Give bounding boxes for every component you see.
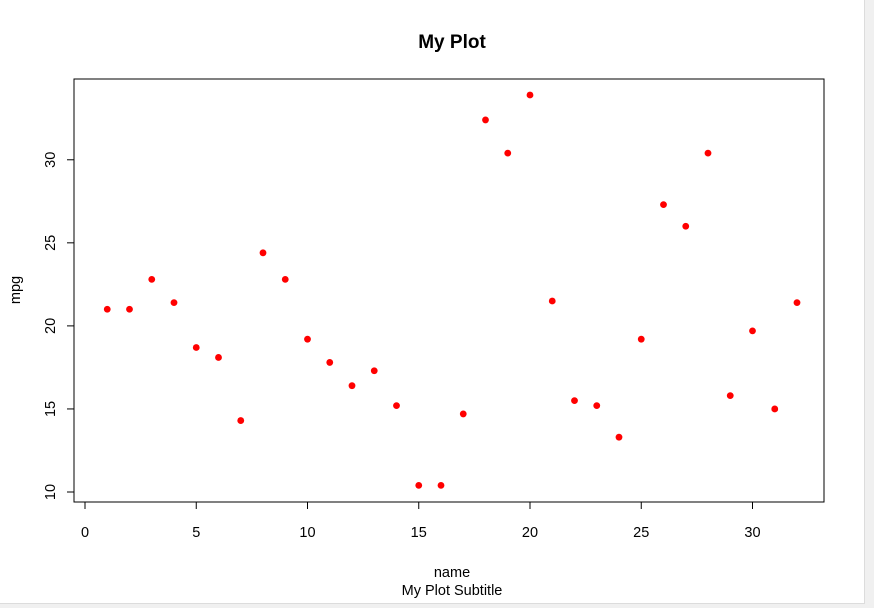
data-point <box>170 299 178 307</box>
x-tick-label: 20 <box>522 525 538 541</box>
data-point <box>793 299 801 307</box>
y-tick-label: 15 <box>43 401 59 417</box>
x-tick-label: 25 <box>633 525 649 541</box>
data-points <box>103 91 801 489</box>
data-point <box>749 327 756 335</box>
chart-subtitle: My Plot Subtitle <box>402 583 503 599</box>
data-point <box>482 116 489 124</box>
data-point <box>660 201 667 209</box>
y-axis-label: mpg <box>8 276 24 304</box>
chart-title: My Plot <box>418 32 486 53</box>
data-point <box>415 481 423 489</box>
data-point <box>215 354 222 361</box>
x-tick-label: 15 <box>411 525 427 541</box>
data-point <box>682 222 690 230</box>
data-point <box>281 275 289 283</box>
data-point <box>348 382 356 390</box>
data-point <box>504 149 512 157</box>
data-point <box>103 305 111 313</box>
x-tick-label: 30 <box>744 525 760 541</box>
data-point <box>326 359 334 366</box>
plot-frame <box>73 78 825 503</box>
x-tick-label: 5 <box>192 525 200 541</box>
data-point <box>126 305 133 313</box>
data-point <box>593 402 601 410</box>
y-tick-label: 20 <box>43 318 59 334</box>
x-axis-label: name <box>434 565 470 581</box>
data-point <box>370 367 378 375</box>
data-point <box>393 402 400 410</box>
data-point <box>237 417 245 424</box>
data-point <box>192 344 200 351</box>
data-point <box>437 481 445 489</box>
data-point <box>459 410 467 418</box>
data-point <box>304 335 311 343</box>
data-point <box>637 335 645 343</box>
data-point <box>548 297 556 305</box>
data-point <box>571 397 578 405</box>
y-tick-label: 30 <box>43 152 59 168</box>
x-axis: 0 5 10 15 20 25 30 <box>81 501 761 541</box>
data-point <box>526 91 534 99</box>
x-tick-label: 0 <box>81 525 89 541</box>
data-point <box>615 433 623 441</box>
data-point <box>726 392 734 400</box>
data-point <box>148 275 156 283</box>
y-tick-label: 25 <box>43 235 59 251</box>
data-point <box>704 149 712 157</box>
data-point <box>259 249 267 257</box>
x-tick-label: 10 <box>299 525 315 541</box>
y-tick-label: 10 <box>43 484 59 500</box>
data-point <box>771 405 779 413</box>
y-axis: 10 15 20 25 30 <box>43 152 75 500</box>
